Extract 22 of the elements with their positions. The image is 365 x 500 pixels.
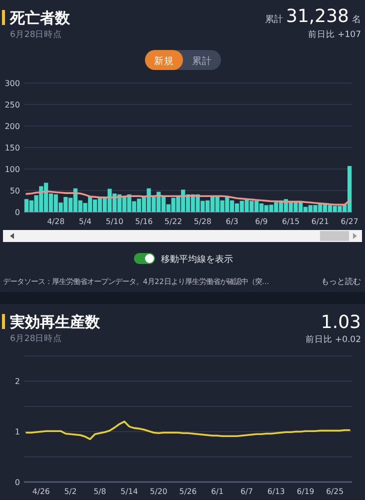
text: 移動平均線を表示 xyxy=(161,254,233,265)
subtitle: 6月28日時点 xyxy=(10,30,62,40)
title: 死亡者数 xyxy=(10,9,70,27)
y-tick-label: 200 xyxy=(4,122,20,131)
annotation: 31,238 xyxy=(286,6,349,27)
y-tick-label: 0 xyxy=(14,208,20,217)
text: 前日比 +107 xyxy=(308,29,361,40)
annotation: 累計 xyxy=(265,15,284,25)
tabs: 新規 累計 xyxy=(145,50,221,70)
y-tick-label: 150 xyxy=(4,144,20,152)
title: 実効再生産数 xyxy=(10,313,100,331)
subtitle: 6月28日時点 xyxy=(10,334,62,344)
y-tick-label: 300 xyxy=(4,79,20,88)
y-tick-label: 2 xyxy=(14,377,20,386)
y-tick-label: 1 xyxy=(14,428,20,437)
text: 1.03 xyxy=(320,312,361,333)
text: 前日比 +0.02 xyxy=(305,334,361,345)
y-tick-label: 50 xyxy=(10,186,20,196)
y-tick-label: 250 xyxy=(4,100,20,110)
annotation: 名 xyxy=(352,15,361,25)
y-tick-label: 0 xyxy=(14,478,20,487)
y-tick-label: 100 xyxy=(4,165,20,174)
